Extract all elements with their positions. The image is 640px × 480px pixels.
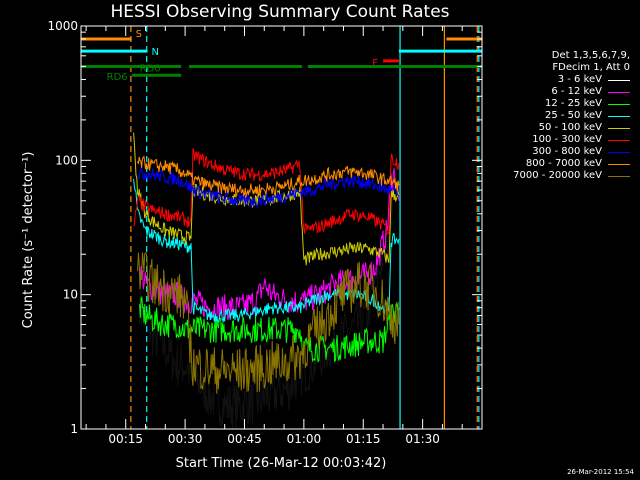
y-tick-label: 1 <box>70 422 78 436</box>
series-lines <box>133 132 400 429</box>
series-line <box>133 148 400 236</box>
vertical-markers <box>130 26 480 429</box>
legend-header-line-2: FDecim 1, Att 0 <box>552 62 630 73</box>
axes: 1 10 100 1000 00:15 00:30 00:45 01:00 01:15 01:30 <box>47 19 482 446</box>
legend-swatch <box>608 175 630 177</box>
legend-header-line-1: Det 1,3,5,6,7,9, <box>551 50 630 61</box>
legend-label: 6 - 12 keV <box>551 86 602 97</box>
flag-label: RD6 <box>107 72 128 83</box>
x-axis-label: Start Time (26-Mar-12 00:03:42) <box>176 456 387 471</box>
legend-label: 12 - 25 keV <box>544 98 602 109</box>
legend-item: 6 - 12 keV <box>484 86 638 98</box>
y-tick-label: 10 <box>63 288 78 302</box>
x-tick-label: 00:30 <box>168 432 203 446</box>
plot-frame <box>80 25 483 430</box>
legend-swatch <box>608 79 630 81</box>
legend-swatch <box>608 91 630 93</box>
status-flags: SN RD0 RD6 F <box>81 29 482 83</box>
legend-item: 7000 - 20000 keV <box>484 170 638 182</box>
legend-label: 25 - 50 keV <box>544 110 602 121</box>
legend-item: 300 - 800 keV <box>484 146 638 158</box>
legend-swatch <box>608 163 630 165</box>
y-axis-label: Count Rate (s⁻¹ detector⁻¹) <box>21 152 36 329</box>
x-tick-label: 01:15 <box>346 432 381 446</box>
chart-title: HESSI Observing Summary Count Rates <box>110 2 450 22</box>
series-line <box>137 155 400 198</box>
timestamp: 26-Mar-2012 15:54 <box>567 468 634 476</box>
legend-swatch <box>608 151 630 153</box>
legend-label: 3 - 6 keV <box>557 74 602 85</box>
x-tick-label: 00:45 <box>227 432 262 446</box>
legend: Det 1,3,5,6,7,9, FDecim 1, Att 0 3 - 6 k… <box>484 50 638 182</box>
series-line <box>137 166 399 209</box>
legend-item: 50 - 100 keV <box>484 122 638 134</box>
legend-item: 12 - 25 keV <box>484 98 638 110</box>
series-line <box>137 252 400 394</box>
legend-label: 50 - 100 keV <box>538 122 602 133</box>
y-tick-label: 1000 <box>47 19 78 33</box>
x-tick-label: 01:00 <box>287 432 322 446</box>
y-tick-label: 100 <box>55 153 78 167</box>
legend-swatch <box>608 139 630 141</box>
legend-item: 3 - 6 keV <box>484 74 638 86</box>
legend-item: 800 - 7000 keV <box>484 158 638 170</box>
legend-label: 100 - 300 keV <box>532 134 602 145</box>
legend-label: 300 - 800 keV <box>532 146 602 157</box>
flag-label: N <box>152 47 159 58</box>
flag-label: S <box>136 29 142 40</box>
legend-label: 7000 - 20000 keV <box>513 170 602 181</box>
legend-label: 800 - 7000 keV <box>525 158 602 169</box>
flag-label: RD0 <box>140 63 161 74</box>
x-tick-label: 00:15 <box>108 432 143 446</box>
legend-item: 100 - 300 keV <box>484 134 638 146</box>
series-line <box>139 153 400 429</box>
legend-swatch <box>608 127 630 129</box>
flag-label: F <box>372 58 378 69</box>
series-line <box>139 295 400 363</box>
legend-item: 25 - 50 keV <box>484 110 638 122</box>
x-tick-label: 01:30 <box>405 432 440 446</box>
legend-swatch <box>608 115 630 117</box>
series-line <box>133 132 400 266</box>
legend-swatch <box>608 103 630 105</box>
